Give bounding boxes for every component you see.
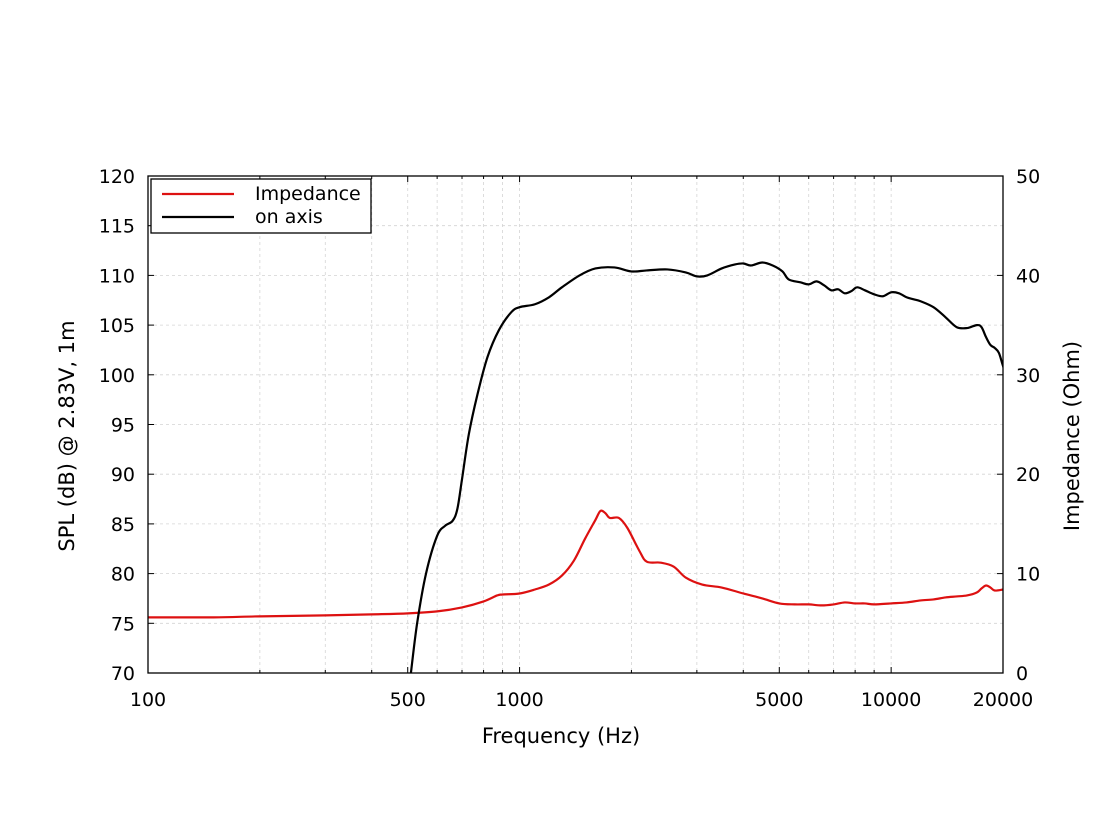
legend-box [150, 178, 372, 234]
x-tick-label: 1000 [495, 689, 543, 711]
x-tick-label: 500 [390, 689, 426, 711]
series-layer [148, 261, 1003, 673]
y-tick-label: 70 [111, 663, 135, 685]
y-tick-label: 95 [111, 415, 135, 437]
legend-label-on-axis: on axis [255, 206, 323, 228]
y2-tick-label: 10 [1016, 564, 1040, 586]
x-tick-labels: 100 500 1000 5000 10000 20000 [130, 689, 1033, 711]
y-tick-label: 75 [111, 613, 135, 635]
x-tick-label: 10000 [861, 689, 921, 711]
y-tick-labels: 70 75 80 85 90 95 100 105 110 115 120 [99, 166, 135, 685]
y2-tick-label: 0 [1016, 663, 1028, 685]
grid [148, 176, 1003, 673]
series-line-impedance [148, 509, 1003, 619]
y2-tick-label: 20 [1016, 464, 1040, 486]
y-tick-label: 90 [111, 464, 135, 486]
y2-tick-label: 50 [1016, 166, 1040, 188]
y-axis-title: SPL (dB) @ 2.83V, 1m [55, 320, 79, 551]
x-tick-label: 5000 [755, 689, 803, 711]
x-axis-title: Frequency (Hz) [482, 724, 640, 748]
y-tick-label: 100 [99, 365, 135, 387]
y2-tick-label: 40 [1016, 265, 1040, 287]
tick-marks [148, 175, 1003, 674]
legend-label-impedance: Impedance [255, 183, 361, 205]
y-tick-label: 110 [99, 265, 135, 287]
y2-tick-labels: 0 10 20 30 40 50 [1016, 166, 1040, 685]
y-tick-label: 105 [99, 315, 135, 337]
y-tick-label: 85 [111, 514, 135, 536]
y-tick-label: 80 [111, 564, 135, 586]
x-tick-label: 100 [130, 689, 166, 711]
y2-tick-label: 30 [1016, 365, 1040, 387]
y-tick-label: 120 [99, 166, 135, 188]
series-line-on-axis [409, 261, 1003, 673]
y-tick-label: 115 [99, 216, 135, 238]
x-tick-label: 20000 [973, 689, 1033, 711]
legend: Impedance on axis [150, 178, 372, 234]
y2-axis-title: Impedance (Ohm) [1060, 341, 1084, 531]
